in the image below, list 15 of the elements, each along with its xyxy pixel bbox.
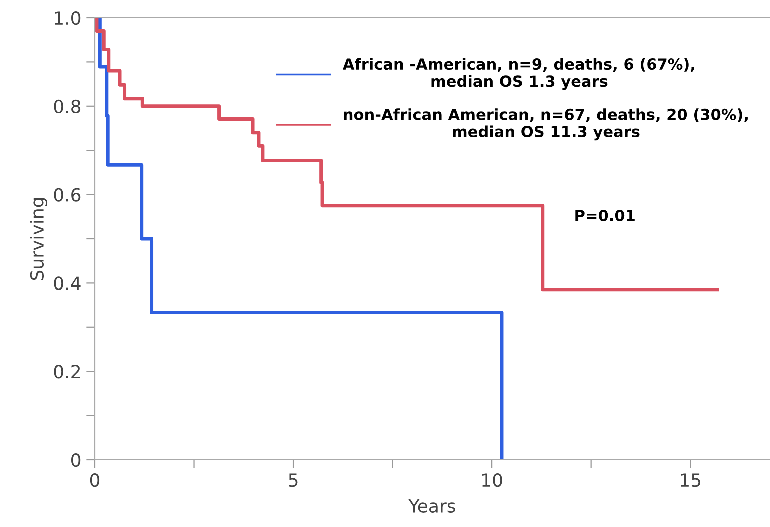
y-tick-label: 0: [72, 453, 81, 468]
annotation: P=0.01: [576, 210, 635, 222]
y-tick-label: 0.8: [54, 100, 81, 114]
x-tick-label: 10: [482, 474, 502, 488]
y-tick-label: 1.0: [55, 11, 81, 26]
x-tick-label: 5: [289, 474, 298, 488]
y-tick-label: 0.6: [54, 188, 81, 202]
x-tick-label: 15: [681, 474, 700, 488]
x-tick-label: 0: [90, 474, 100, 488]
x-axis-title: Years: [408, 500, 456, 513]
legend-label: African -American, n=9, deaths, 6 (67%), median OS 1.3 years: [342, 58, 694, 90]
y-axis-title: Surviving: [30, 198, 48, 280]
y-tick-label: 0.4: [54, 276, 81, 290]
legend-label: non-African American, n=67, deaths, 20 (30%), median OS 11.3 years: [344, 108, 748, 141]
y-tick-label: 0.2: [54, 365, 80, 379]
